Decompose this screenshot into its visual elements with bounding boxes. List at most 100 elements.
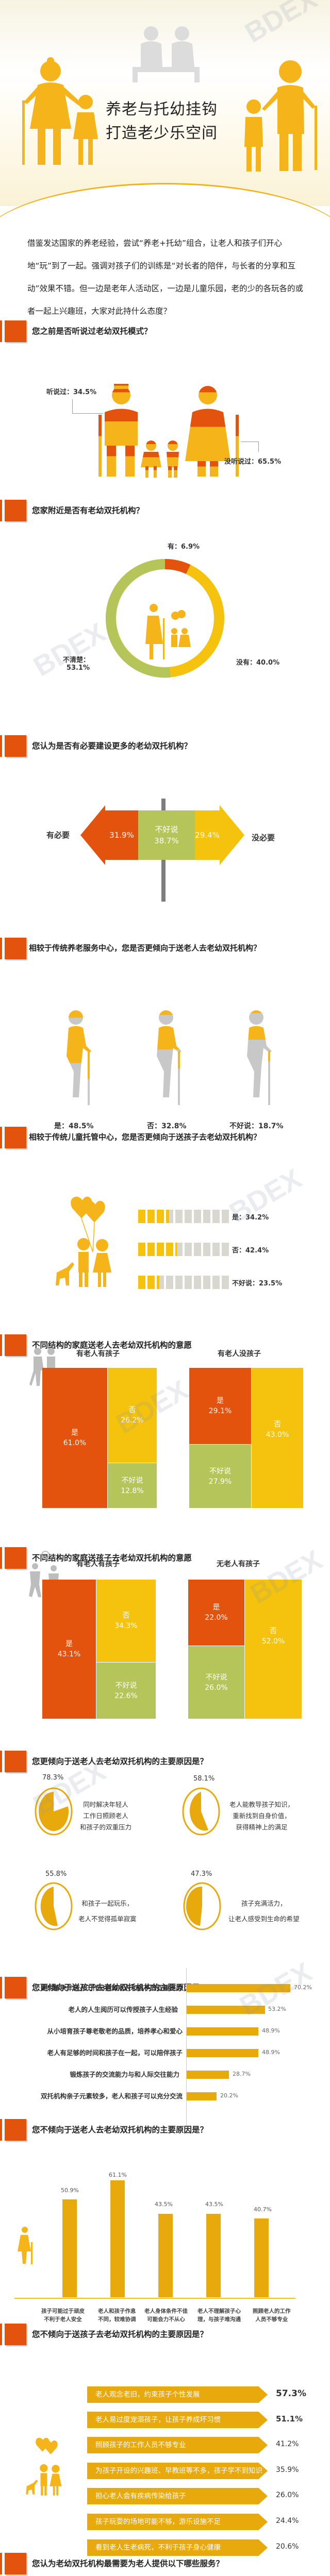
cell-value: 61.0% xyxy=(63,1439,87,1447)
section-marker xyxy=(5,1127,26,1148)
bar-label: 锻炼孩子的交流能力与和人际交往能力 xyxy=(70,2071,179,2078)
cell-value: 43.0% xyxy=(266,1431,289,1439)
category-line: 老人和孩子作息 xyxy=(98,2308,136,2314)
bar xyxy=(206,2214,221,2297)
no-label: 否：32.8% xyxy=(147,1122,187,1130)
reason-value: 35.9% xyxy=(276,2466,299,2474)
reason-line: 工作日照顾老人 xyxy=(83,1812,128,1820)
section-marker xyxy=(5,2553,26,2574)
section-title: 不同结构的家庭送老人去老幼双托机构的意愿 xyxy=(32,1341,192,1350)
section-marker xyxy=(5,320,26,342)
leader-line xyxy=(72,399,103,414)
progress-segment xyxy=(138,1210,145,1223)
children-balloons-icon xyxy=(56,1196,111,1287)
section-marker xyxy=(5,2119,26,2141)
category-line: 人员不够专业 xyxy=(255,2316,288,2323)
heard-label: 听说过：34.5% xyxy=(46,388,97,396)
progress-segment xyxy=(147,1210,155,1223)
arrow-unnecessary xyxy=(220,805,244,865)
section-header-9: 您更倾向于送孩子去老幼双托机构的主要原因是？ xyxy=(0,1977,330,1999)
arrow-necessary xyxy=(80,805,105,865)
section-marker xyxy=(5,500,26,521)
grandmother-child-icon xyxy=(22,57,98,165)
bar-label: 老人有足够的时间和孩子在一起，可以陪伴孩子 xyxy=(47,2049,183,2057)
family-pictogram-icon xyxy=(98,384,239,478)
section-title: 您更倾向于送孩子去老幼双托机构的主要原因是？ xyxy=(32,1983,208,1992)
bar-value: 43.5% xyxy=(155,2201,173,2208)
treemap-unsure-2: 不好说 27.9% xyxy=(189,1445,251,1508)
reason-value: 20.6% xyxy=(276,2543,299,2551)
cell-value: 43.1% xyxy=(57,1650,81,1658)
section-marker xyxy=(0,500,2,521)
section-marker xyxy=(5,1334,26,1356)
category-label: 老人和孩子作息 不同，较难协调 xyxy=(98,2307,136,2324)
bar-value: 20.2% xyxy=(220,2092,238,2099)
cell-label: 否 xyxy=(274,1420,281,1429)
progress-segment xyxy=(185,1210,192,1223)
treemap-unsure-1: 不好说 22.6% xyxy=(96,1663,156,1719)
reason-pct: 58.1% xyxy=(193,1775,215,1783)
cell-value: 22.6% xyxy=(114,1691,138,1700)
section-header-1: 您之前是否听说过老幼双托模式？ xyxy=(0,320,330,343)
cell-value: 22.0% xyxy=(205,1614,228,1622)
axis-line xyxy=(186,1968,187,2133)
cell-value: 26.0% xyxy=(205,1683,228,1692)
section-marker xyxy=(5,938,26,959)
reason-ribbon: 担心老人会有疾病传染给孩子 xyxy=(87,2488,268,2504)
no-label: 没有：40.0% xyxy=(236,659,280,667)
necessary-value: 31.9% xyxy=(105,810,138,860)
reason-pct: 78.3% xyxy=(42,1774,64,1782)
category-line: 理，与孩子难沟通 xyxy=(197,2316,241,2323)
progress-segment xyxy=(166,1210,173,1223)
cell-value: 12.8% xyxy=(121,1486,144,1495)
pie-icon xyxy=(182,1787,220,1836)
section-title: 相较于传统养老服务中心，您是否更倾向于送老人去老幼双托机构？ xyxy=(29,943,261,953)
section-marker xyxy=(0,2553,2,2574)
reason-ribbon: 老人观念老旧，约束孩子个性发展 xyxy=(87,2386,268,2403)
bar xyxy=(187,2049,258,2057)
reason-ribbon: 老人易过度宠溺孩子，让孩子养成坏习惯 xyxy=(87,2412,268,2428)
bar-label: 老人的人生阅历可以传授孩子人生经验 xyxy=(68,2006,178,2013)
cell-value: 26.2% xyxy=(121,1416,144,1425)
progress-segment xyxy=(203,1210,210,1223)
bar xyxy=(110,2180,125,2297)
uncertain-box: 不好说 38.7% xyxy=(138,810,195,860)
section-marker xyxy=(0,1334,2,1356)
cell-label: 是 xyxy=(65,1640,73,1648)
category-line: 孩子可能过于顽皮 xyxy=(41,2308,85,2314)
progress-segment xyxy=(194,1243,201,1256)
bar xyxy=(187,2006,265,2014)
elderly-cane-icon-yes xyxy=(67,1010,91,1105)
yes-progress xyxy=(138,1210,231,1223)
section-header-7: 不同结构的家庭送孩子去老幼双托机构的意愿 xyxy=(0,1547,330,1570)
bar xyxy=(187,2092,217,2100)
group-title-2: 有老人没孩子 xyxy=(218,1350,261,1358)
leader-line xyxy=(241,442,259,452)
hero-banner: 养老与托幼挂钩 打造老少乐空间 BDEX xyxy=(0,0,330,206)
progress-segment xyxy=(203,1276,210,1289)
progress-segment xyxy=(175,1276,183,1289)
section-marker xyxy=(0,1547,2,1569)
section-title: 您家附近是否有老幼双托机构？ xyxy=(32,506,144,515)
section-header-2: 您家附近是否有老幼双托机构？ xyxy=(0,500,330,522)
section-header-4: 相较于传统养老服务中心，您是否更倾向于送老人去老幼双托机构？ xyxy=(0,938,330,960)
no-label: 否：42.4% xyxy=(232,1247,269,1255)
progress-segment xyxy=(138,1276,145,1289)
children-balloons-icon xyxy=(26,2437,62,2496)
bar-value: 40.7% xyxy=(254,2206,272,2213)
reason-ribbon: 为孩子开设的兴趣班、早教班等不多，孩子学不到知识 xyxy=(87,2463,268,2479)
section-marker xyxy=(0,320,2,342)
bar-value: 50.9% xyxy=(61,2187,79,2194)
reason-line: 和孩子一起玩乐， xyxy=(81,1900,134,1907)
reason-value: 26.0% xyxy=(276,2491,299,2499)
uncertain-label: 不好说 xyxy=(155,825,178,834)
treemap-no-2: 否 43.0% xyxy=(252,1368,303,1508)
section-marker xyxy=(0,2324,2,2345)
section-header-6: 不同结构的家庭送老人去老幼双托机构的意愿 xyxy=(0,1334,330,1357)
unsure-label: 不好说：18.7% xyxy=(229,1122,284,1130)
progress-segment xyxy=(166,1276,173,1289)
progress-segment xyxy=(212,1276,220,1289)
bar-value: 43.5% xyxy=(205,2201,223,2208)
section-header-11: 您不倾向于送孩子去老幼双托机构的主要原因是？ xyxy=(0,2324,330,2346)
reason-label: 同时解决年轻人 工作日照顾老人 和孩子的双重压力 xyxy=(80,1799,131,1833)
